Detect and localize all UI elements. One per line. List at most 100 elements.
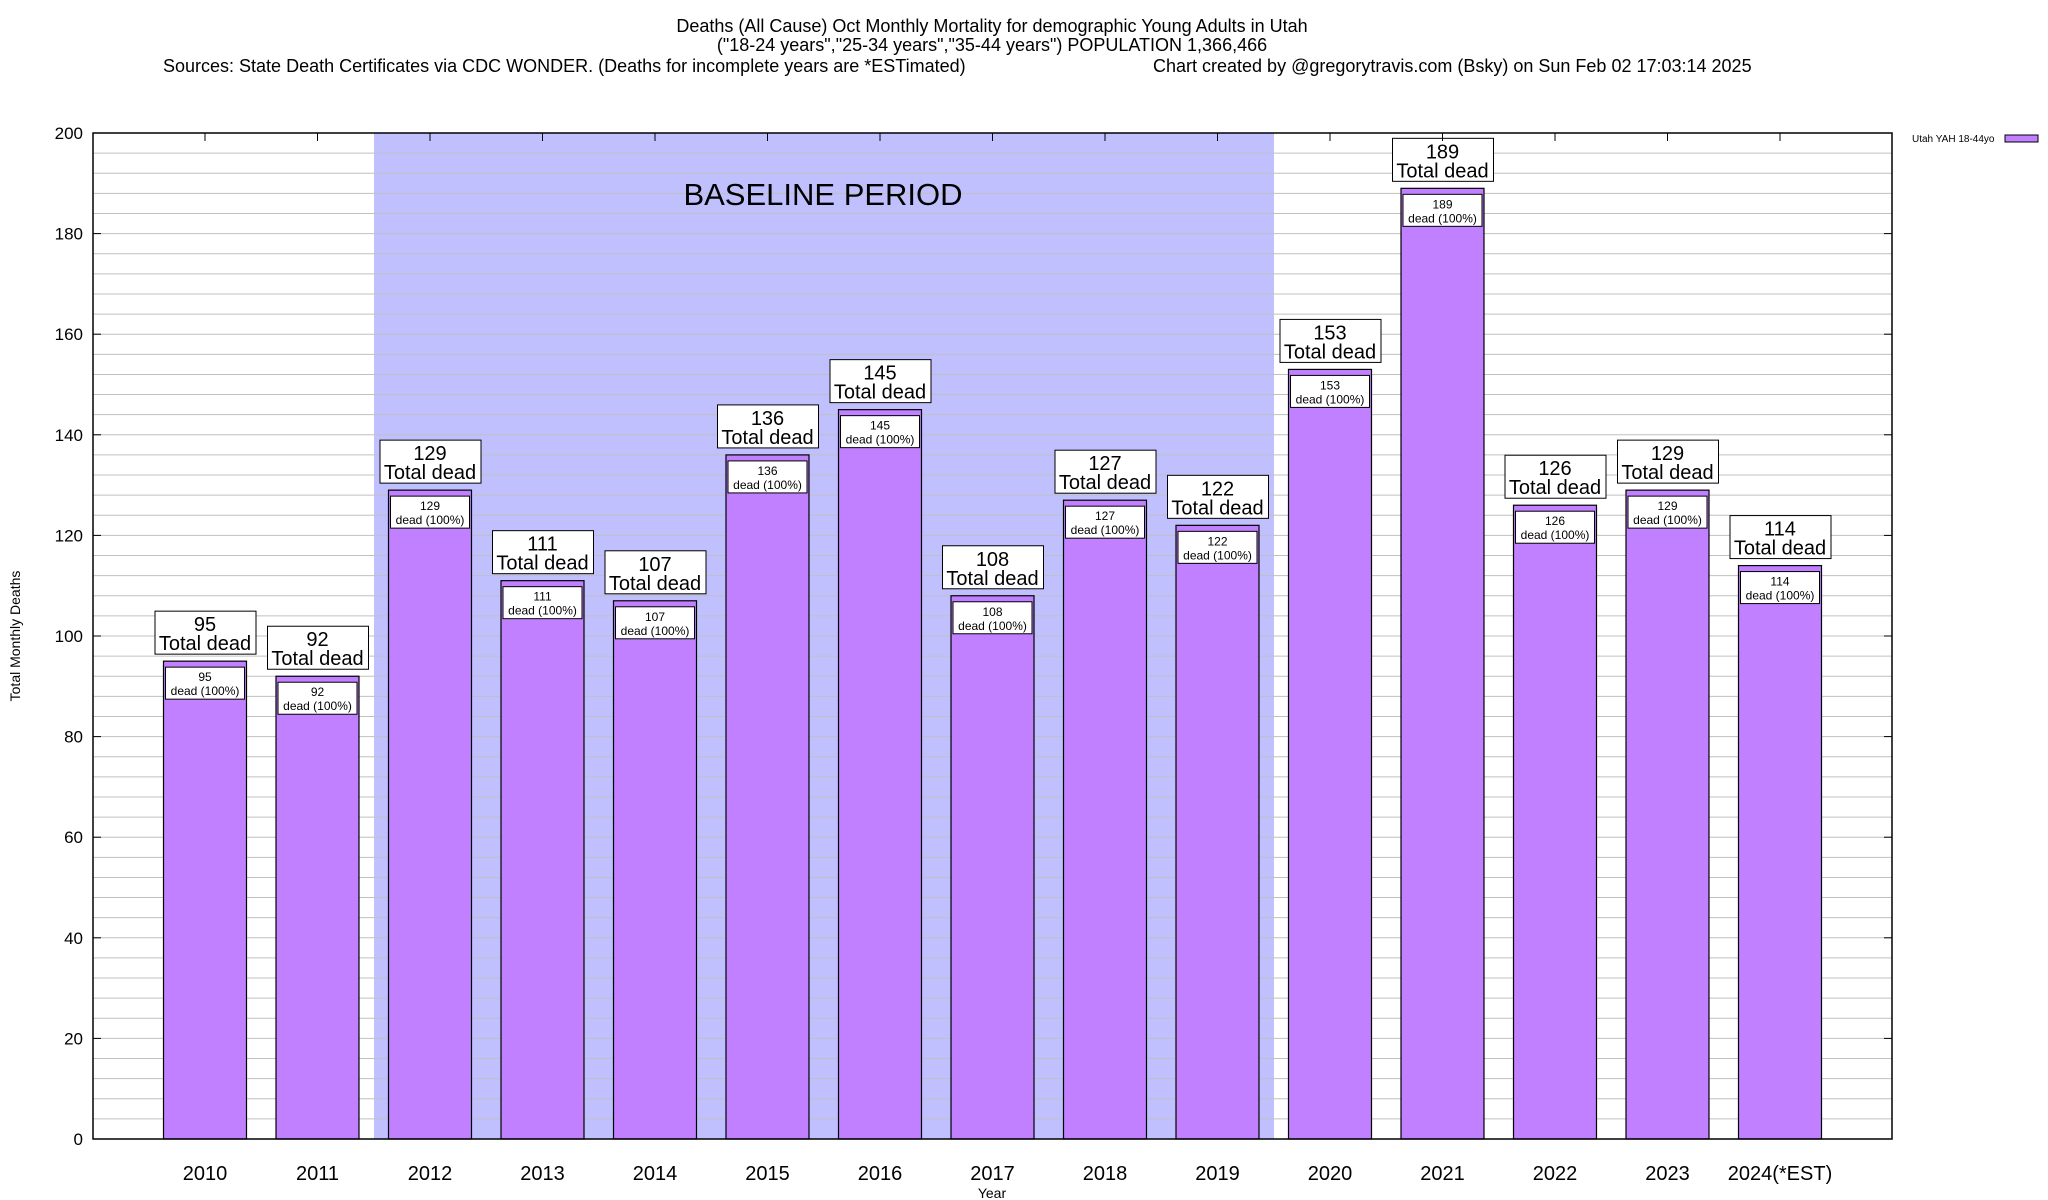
bar-2016 <box>837 409 923 1140</box>
inner-value-label: 145 <box>870 419 890 433</box>
y-tick-label: 60 <box>64 828 83 847</box>
bar-2012 <box>387 489 473 1140</box>
inner-label-box <box>1065 505 1145 539</box>
y-tick-label: 200 <box>55 124 83 143</box>
inner-value-label: 108 <box>982 605 1002 619</box>
inner-value-label: 136 <box>757 464 777 478</box>
inner-percent-label: dead (100%) <box>846 433 915 447</box>
total-label-box <box>1279 318 1382 363</box>
total-value-label: 126 <box>1538 458 1571 480</box>
total-label-box <box>492 530 594 575</box>
bar-2018 <box>1062 499 1148 1140</box>
y-tick-label: 160 <box>55 325 83 344</box>
total-dead-label: Total dead <box>1396 160 1488 182</box>
bar-2017 <box>950 595 1035 1140</box>
legend-swatch <box>2004 134 2039 143</box>
total-dead-label: Total dead <box>834 382 926 404</box>
y-tick-label: 140 <box>55 426 83 445</box>
x-tick-label: 2018 <box>1083 1163 1128 1185</box>
inner-percent-label: dead (100%) <box>508 604 577 618</box>
inner-value-label: 92 <box>311 685 325 699</box>
total-label-box <box>1617 439 1719 484</box>
y-tick-label: 80 <box>64 728 83 747</box>
y-tick-label: 40 <box>64 929 83 948</box>
total-label-box <box>717 404 819 449</box>
x-tick-label: 2010 <box>183 1163 228 1185</box>
total-dead-label: Total dead <box>271 648 363 670</box>
bar-2020 <box>1287 368 1373 1140</box>
total-value-label: 153 <box>1313 322 1346 344</box>
x-tick-label: 2016 <box>858 1163 903 1185</box>
bar-2019 <box>1175 524 1260 1140</box>
inner-percent-label: dead (100%) <box>1071 523 1140 537</box>
inner-label-box <box>615 606 695 640</box>
x-tick-label: 2014 <box>633 1163 678 1185</box>
inner-value-label: 189 <box>1432 197 1452 211</box>
total-dead-label: Total dead <box>496 553 588 575</box>
total-value-label: 108 <box>976 549 1009 571</box>
total-dead-label: Total dead <box>384 462 476 484</box>
inner-value-label: 153 <box>1320 378 1340 392</box>
inner-label-box <box>952 601 1033 635</box>
x-tick-label: 2012 <box>408 1163 453 1185</box>
total-value-label: 129 <box>1651 443 1684 465</box>
inner-label-box <box>390 495 470 529</box>
inner-label-box <box>165 666 245 700</box>
inner-label-box <box>1627 495 1708 529</box>
total-dead-label: Total dead <box>1509 477 1601 499</box>
bar-2022 <box>1512 504 1598 1140</box>
total-value-label: 92 <box>306 629 328 651</box>
total-dead-label: Total dead <box>1059 472 1151 494</box>
y-tick-label: 20 <box>64 1029 83 1048</box>
total-value-label: 114 <box>1764 519 1796 541</box>
chart-title-line-1: Deaths (All Cause) Oct Monthly Mortality… <box>676 16 1307 36</box>
total-value-label: 107 <box>638 554 671 576</box>
bar-2010 <box>162 660 248 1140</box>
inner-value-label: 129 <box>420 499 440 513</box>
bar-2013 <box>500 580 585 1140</box>
inner-percent-label: dead (100%) <box>1633 513 1702 527</box>
total-value-label: 95 <box>194 614 216 636</box>
inner-label-box <box>502 586 583 620</box>
total-label-box <box>604 550 707 595</box>
x-axis-label: Year <box>978 1185 1007 1200</box>
total-dead-label: Total dead <box>1171 497 1263 519</box>
chart-sources: Sources: State Death Certificates via CD… <box>163 56 966 76</box>
chart-title-line-2: ("18-24 years","25-34 years","35-44 year… <box>717 35 1267 55</box>
inner-percent-label: dead (100%) <box>1408 211 1477 225</box>
inner-value-label: 127 <box>1095 509 1115 523</box>
inner-value-label: 107 <box>645 610 665 624</box>
inner-percent-label: dead (100%) <box>1183 548 1252 562</box>
total-dead-label: Total dead <box>946 568 1038 590</box>
total-label-box <box>379 439 482 484</box>
inner-value-label: 129 <box>1657 499 1677 513</box>
inner-label-box <box>727 460 808 494</box>
bar-2024(*EST) <box>1737 564 1823 1140</box>
plot-frame <box>92 132 1893 1140</box>
total-dead-label: Total dead <box>159 633 251 655</box>
total-label-box <box>154 610 257 655</box>
x-tick-label: 2021 <box>1420 1163 1465 1185</box>
inner-label-box <box>1290 374 1370 408</box>
inner-label-box <box>1740 571 1820 605</box>
total-label-box <box>267 625 369 670</box>
inner-percent-label: dead (100%) <box>1746 589 1815 603</box>
total-dead-label: Total dead <box>1284 341 1376 363</box>
inner-label-box <box>1177 530 1258 564</box>
total-dead-label: Total dead <box>721 427 813 449</box>
inner-label-box <box>1515 510 1595 544</box>
total-label-box <box>1167 474 1269 519</box>
total-value-label: 129 <box>413 443 446 465</box>
total-value-label: 122 <box>1201 478 1234 500</box>
inner-percent-label: dead (100%) <box>621 624 690 638</box>
inner-label-box <box>840 415 920 449</box>
chart-credit: Chart created by @gregorytravis.com (Bsk… <box>1153 56 1752 76</box>
y-tick-label: 100 <box>55 627 83 646</box>
inner-percent-label: dead (100%) <box>283 699 352 713</box>
inner-percent-label: dead (100%) <box>733 478 802 492</box>
inner-value-label: 95 <box>198 670 212 684</box>
total-value-label: 136 <box>751 408 784 430</box>
total-value-label: 127 <box>1088 453 1121 475</box>
bar-2023 <box>1625 489 1710 1140</box>
y-tick-label: 180 <box>55 225 83 244</box>
